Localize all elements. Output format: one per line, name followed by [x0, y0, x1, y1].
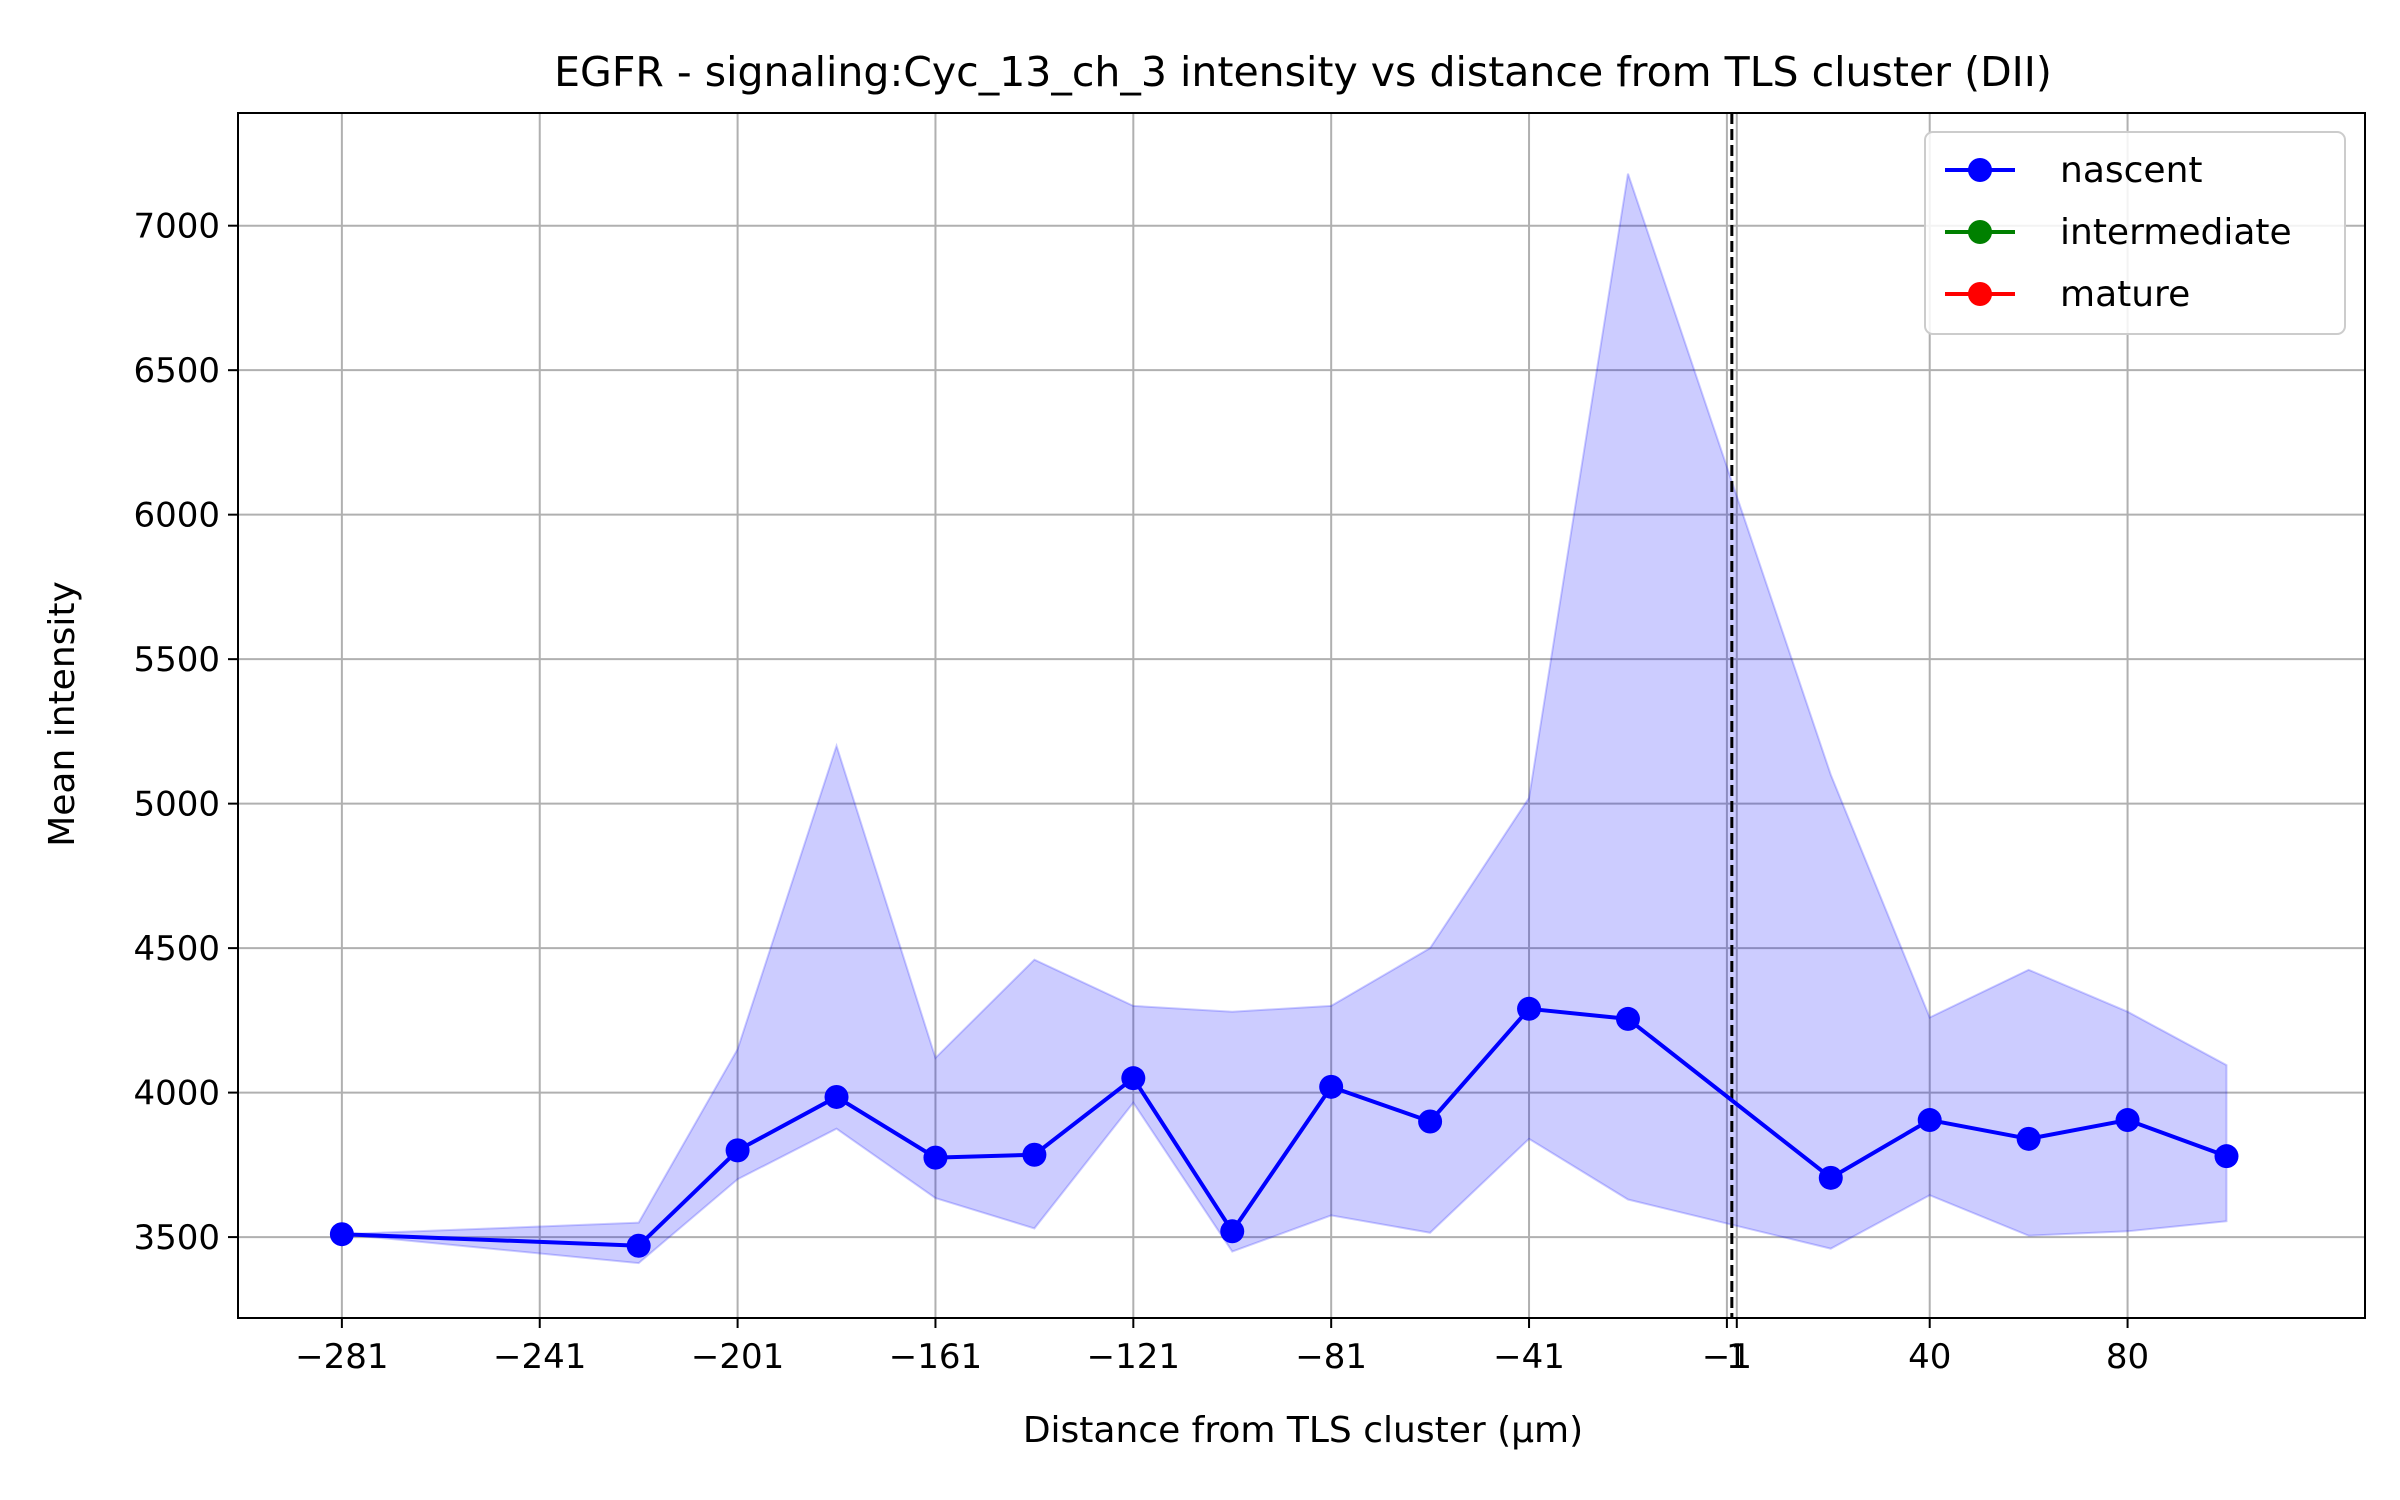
y-tick-label: 6500 — [133, 351, 220, 391]
legend-label: nascent — [2060, 150, 2203, 191]
data-point-nascent — [923, 1145, 948, 1170]
y-tick-label: 5000 — [133, 785, 220, 825]
data-point-nascent — [2214, 1144, 2239, 1169]
legend-label: intermediate — [2060, 212, 2292, 253]
data-point-nascent — [1319, 1074, 1344, 1099]
data-point-nascent — [725, 1138, 750, 1163]
legend-swatch-marker — [1968, 220, 1992, 244]
legend-swatch-marker — [1968, 158, 1992, 182]
series-lines — [329, 996, 2239, 1258]
x-tick-label: 1 — [1726, 1337, 1748, 1377]
x-tick-label: 40 — [1908, 1337, 1951, 1377]
legend-item-mature: mature — [1945, 274, 2190, 315]
y-tick-label: 6000 — [133, 496, 220, 536]
legend-item-nascent: nascent — [1945, 150, 2203, 191]
data-point-nascent — [1517, 996, 1542, 1021]
y-axis-title: Mean intensity — [42, 581, 83, 847]
x-tick-label: −161 — [889, 1337, 982, 1377]
data-point-nascent — [1818, 1165, 1843, 1190]
x-tick-label: 80 — [2106, 1337, 2149, 1377]
legend-item-intermediate: intermediate — [1945, 212, 2292, 253]
data-point-nascent — [1220, 1219, 1245, 1244]
legend-label: mature — [2060, 274, 2190, 315]
y-tick-label: 5500 — [133, 640, 220, 680]
confidence-bands — [341, 173, 2228, 1265]
data-point-nascent — [824, 1084, 849, 1109]
x-tick-label: −201 — [691, 1337, 784, 1377]
data-point-nascent — [2115, 1108, 2140, 1133]
y-axis-ticks: 3500 4000 4500 5000 5500 6000 6500 7000 — [133, 207, 238, 1258]
x-tick-label: −1 — [1702, 1337, 1752, 1377]
y-tick-label: 3500 — [133, 1218, 220, 1258]
data-point-nascent — [1418, 1109, 1443, 1134]
data-point-nascent — [329, 1222, 354, 1247]
data-point-nascent — [1121, 1066, 1146, 1091]
x-axis-title: Distance from TLS cluster (μm) — [1023, 1410, 1583, 1451]
x-axis-ticks: −281 −241 −201 −161 −121 −81 −41 −11 40 80 — [295, 1318, 2149, 1377]
data-point-nascent — [2016, 1126, 2041, 1151]
legend: nascent intermediate mature — [1924, 131, 2346, 335]
y-tick-label: 4500 — [133, 929, 220, 969]
y-tick-label: 4000 — [133, 1074, 220, 1114]
chart-title: EGFR - signaling:Cyc_13_ch_3 intensity v… — [554, 48, 2052, 96]
data-point-nascent — [626, 1233, 651, 1258]
y-tick-label: 7000 — [133, 207, 220, 247]
data-point-nascent — [1917, 1108, 1942, 1133]
legend-swatch-marker — [1968, 282, 1992, 306]
data-point-nascent — [1615, 1006, 1640, 1031]
x-tick-label: −41 — [1493, 1337, 1565, 1377]
x-tick-label: −81 — [1295, 1337, 1367, 1377]
x-tick-label: −241 — [493, 1337, 586, 1377]
x-tick-label: −281 — [295, 1337, 388, 1377]
x-tick-label: −121 — [1087, 1337, 1180, 1377]
data-point-nascent — [1022, 1142, 1047, 1167]
plot-frame — [237, 112, 2366, 1319]
legend-frame — [1924, 131, 2346, 335]
band-nascent — [341, 173, 2228, 1265]
